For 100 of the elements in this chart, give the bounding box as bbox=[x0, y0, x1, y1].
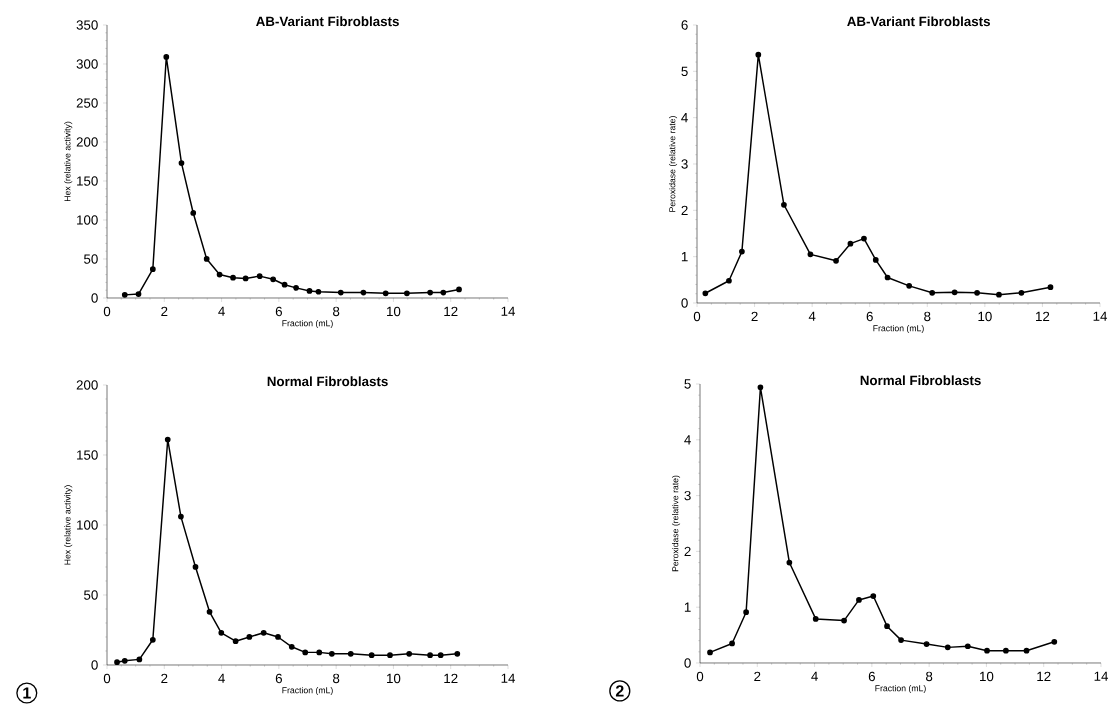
point bbox=[743, 609, 749, 616]
point bbox=[135, 291, 142, 297]
point bbox=[360, 289, 367, 296]
x-tick-label: 4 bbox=[218, 673, 225, 683]
x-tick-label: 4 bbox=[218, 306, 225, 316]
point bbox=[316, 649, 323, 656]
point bbox=[456, 286, 462, 293]
x-tick-label: 10 bbox=[387, 673, 401, 684]
x-tick-label: 12 bbox=[444, 673, 458, 684]
point bbox=[1018, 289, 1025, 296]
y-tick-label: 100 bbox=[77, 520, 98, 530]
point bbox=[440, 289, 447, 296]
point bbox=[256, 273, 263, 280]
y-tick-label: 0 bbox=[91, 660, 98, 670]
point bbox=[847, 240, 854, 247]
y-tick-label: 4 bbox=[684, 435, 691, 445]
y-axis-title: Hex (relative activity) bbox=[64, 485, 73, 565]
point bbox=[246, 634, 253, 640]
point bbox=[812, 616, 819, 622]
x-tick-label: 14 bbox=[501, 306, 516, 316]
x-tick-label: 6 bbox=[275, 673, 282, 684]
x-axis-title: Fraction (mL) bbox=[875, 684, 926, 694]
point bbox=[121, 657, 128, 664]
y-axis-title: Hex (relative activity) bbox=[64, 121, 73, 201]
point bbox=[923, 641, 930, 647]
x-tick-label: 14 bbox=[1094, 671, 1109, 681]
point bbox=[337, 289, 344, 296]
point bbox=[293, 284, 299, 291]
point bbox=[781, 201, 787, 208]
y-tick-label: 0 bbox=[91, 293, 98, 303]
chart-title: Normal Fibroblasts bbox=[860, 375, 981, 386]
y-tick-label: 300 bbox=[76, 59, 98, 69]
point bbox=[178, 160, 185, 166]
point bbox=[1023, 647, 1030, 654]
x-tick-label: 10 bbox=[978, 311, 992, 322]
y-tick-label: 2 bbox=[684, 546, 691, 557]
point bbox=[368, 652, 375, 659]
point bbox=[729, 640, 735, 647]
x-tick-label: 6 bbox=[866, 311, 873, 322]
point bbox=[230, 274, 236, 281]
point bbox=[149, 636, 156, 643]
point bbox=[757, 384, 764, 391]
y-tick-label: 1 bbox=[681, 252, 688, 262]
x-tick-label: 14 bbox=[501, 673, 516, 683]
point bbox=[872, 257, 879, 263]
point bbox=[1047, 284, 1054, 291]
y-tick-label: 3 bbox=[684, 490, 691, 501]
point bbox=[178, 513, 184, 520]
point bbox=[807, 251, 814, 258]
x-tick-label: 8 bbox=[333, 673, 340, 684]
text: 2 bbox=[615, 685, 624, 697]
point bbox=[856, 597, 862, 603]
y-tick-label: 2 bbox=[681, 205, 688, 215]
x-tick-label: 0 bbox=[103, 306, 111, 317]
point bbox=[437, 652, 444, 659]
point bbox=[404, 290, 410, 297]
point bbox=[944, 644, 951, 651]
x-tick-label: 4 bbox=[808, 311, 816, 321]
x-tick-label: 2 bbox=[754, 671, 761, 681]
point bbox=[454, 650, 461, 657]
y-tick-label: 50 bbox=[84, 590, 98, 600]
point bbox=[192, 564, 199, 570]
point bbox=[884, 274, 891, 281]
point bbox=[218, 629, 225, 636]
point bbox=[203, 256, 210, 262]
chart-title: Normal Fibroblasts bbox=[267, 376, 388, 387]
point bbox=[1051, 638, 1058, 645]
point bbox=[755, 51, 762, 58]
point bbox=[739, 248, 745, 255]
point bbox=[884, 623, 890, 630]
y-tick-label: 3 bbox=[681, 159, 688, 169]
point bbox=[270, 276, 277, 283]
x-tick-label: 12 bbox=[1037, 671, 1051, 681]
x-tick-label: 4 bbox=[811, 671, 818, 681]
x-tick-label: 8 bbox=[924, 311, 931, 322]
point bbox=[387, 652, 393, 659]
point bbox=[707, 649, 713, 656]
y-axis-title: Peroxidase (relative rate) bbox=[671, 475, 681, 572]
point bbox=[242, 275, 249, 282]
y-tick-label: 150 bbox=[77, 176, 98, 186]
x-axis-title: Fraction (mL) bbox=[873, 324, 924, 334]
point bbox=[382, 290, 389, 297]
point bbox=[149, 266, 156, 272]
point bbox=[136, 656, 143, 663]
y-tick-label: 200 bbox=[76, 380, 98, 390]
x-axis-title: Fraction (mL) bbox=[282, 319, 333, 329]
x-tick-label: 10 bbox=[387, 306, 401, 317]
point bbox=[328, 650, 335, 657]
point bbox=[164, 436, 171, 443]
point bbox=[315, 288, 322, 295]
y-tick-label: 100 bbox=[77, 215, 98, 225]
chart-title: AB-Variant Fibroblasts bbox=[256, 16, 399, 27]
y-tick-label: 5 bbox=[681, 66, 688, 76]
x-tick-label: 6 bbox=[275, 306, 282, 317]
y-tick-label: 1 bbox=[684, 602, 691, 612]
point bbox=[984, 647, 990, 654]
point bbox=[206, 608, 213, 615]
point bbox=[951, 289, 958, 296]
point bbox=[302, 649, 309, 656]
text: 1 bbox=[23, 687, 31, 699]
